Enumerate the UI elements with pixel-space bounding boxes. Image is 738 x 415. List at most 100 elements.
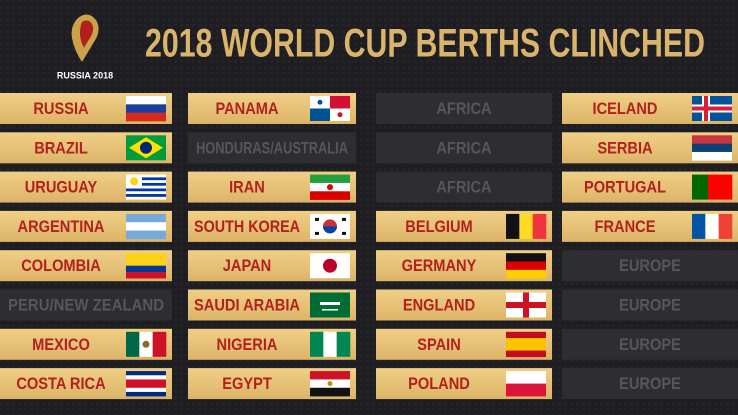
flag-part <box>506 350 546 358</box>
team-label: GERMANY <box>402 256 477 275</box>
flag-part <box>336 331 351 357</box>
berth-cell: IRAN <box>188 171 356 203</box>
flag <box>692 135 732 161</box>
team-label: ARGENTINA <box>18 217 105 236</box>
berth-cell: EUROPE <box>562 289 738 321</box>
team-label: SOUTH KOREA <box>194 217 300 236</box>
flag <box>126 135 166 161</box>
flag-part <box>315 231 319 235</box>
flag-part <box>126 112 166 122</box>
berth-cell: POLAND <box>376 368 552 400</box>
team-label: EUROPE <box>619 335 681 354</box>
flag-part <box>692 143 732 153</box>
cell-pending <box>188 132 356 164</box>
flag <box>310 213 350 239</box>
team-label: MEXICO <box>32 335 90 354</box>
flag-part <box>323 331 337 357</box>
flag <box>126 213 166 240</box>
team-label: FRANCE <box>595 217 656 236</box>
flag-part <box>126 213 166 223</box>
team-label: PANAMA <box>215 99 278 118</box>
team-label: EUROPE <box>619 256 681 275</box>
berth-cell: URUGUAY <box>0 171 172 203</box>
cell-pending <box>562 289 738 321</box>
team-label: BELGIUM <box>405 217 472 236</box>
team-label: AFRICA <box>436 178 491 197</box>
flag-part <box>330 96 350 109</box>
berth-cell: SERBIA <box>562 132 738 164</box>
berth-cell: EUROPE <box>562 368 738 400</box>
berth-cell: BELGIUM <box>376 210 552 242</box>
flag-part <box>519 213 533 239</box>
berth-cell: RUSSIA <box>0 93 172 124</box>
flag-part <box>506 338 546 351</box>
flag <box>692 213 733 239</box>
flag-part <box>126 194 166 197</box>
cell-pending <box>376 132 552 164</box>
flag-part <box>126 230 166 240</box>
berth-cell: EGYPT <box>188 368 356 400</box>
berth-cell: AFRICA <box>376 171 552 203</box>
flag-part <box>532 213 547 239</box>
flag <box>126 96 166 122</box>
flag-part <box>126 96 166 105</box>
flag-part <box>337 112 343 118</box>
team-label: NIGERIA <box>217 335 278 354</box>
flag <box>692 96 732 121</box>
flag-part <box>315 217 319 221</box>
team-label: AFRICA <box>436 99 491 118</box>
berth-cell: BRAZIL <box>0 132 172 164</box>
team-label: HONDURAS/AUSTRALIA <box>196 138 348 157</box>
team-label: EGYPT <box>222 374 272 393</box>
berths-grid: RUSSIA BRAZIL URUGUAY ARGENTINA COLOMBIA PERU… <box>0 93 738 400</box>
berth-cell: EUROPE <box>562 328 738 360</box>
berth-cell: SOUTH KOREA <box>188 210 356 242</box>
team-label: JAPAN <box>223 256 271 275</box>
flag <box>310 253 350 279</box>
berth-cell: ENGLAND <box>376 289 552 321</box>
cell-pending <box>562 368 738 400</box>
flag-part <box>126 253 166 266</box>
berth-cell: AFRICA <box>376 93 552 124</box>
cell-pending <box>376 171 552 203</box>
flag-part <box>126 265 166 273</box>
flag-part <box>692 174 709 200</box>
flag-part <box>322 309 338 311</box>
berth-cell: HONDURAS/AUSTRALIA <box>188 132 356 164</box>
flag-part <box>310 191 350 200</box>
flag <box>310 371 350 397</box>
flag-part <box>130 177 138 186</box>
flag-part <box>126 331 140 357</box>
team-label: POLAND <box>408 374 470 393</box>
team-label: SPAIN <box>417 335 461 354</box>
flag-part <box>126 182 166 186</box>
berth-cell: NIGERIA <box>188 328 356 360</box>
berth-cell: PANAMA <box>188 93 356 124</box>
flag-part <box>142 340 150 348</box>
flag-part <box>126 177 166 181</box>
flag-part <box>126 271 166 279</box>
flag-part <box>327 184 333 191</box>
flag-part <box>342 217 346 221</box>
team-label: COSTA RICA <box>16 374 105 393</box>
flag <box>126 174 166 200</box>
flag-part <box>140 141 152 154</box>
flag-part <box>506 213 520 239</box>
flag-part <box>310 174 350 184</box>
berth-cell: SAUDI ARABIA <box>188 289 356 321</box>
team-label: ENGLAND <box>403 295 475 314</box>
flag <box>126 253 166 279</box>
cell-pending <box>562 250 738 282</box>
berth-cell: PERU/NEW ZEALAND <box>0 289 172 321</box>
flag-part <box>126 222 166 231</box>
logo: RUSSIA 2018 <box>57 14 113 80</box>
flag-part <box>126 104 166 113</box>
team-label: IRAN <box>229 178 265 197</box>
flag-part <box>708 174 733 200</box>
flag <box>692 174 733 200</box>
berth-cell: SPAIN <box>376 328 552 360</box>
logo-text: RUSSIA 2018 <box>57 70 113 80</box>
flag-part <box>342 231 346 235</box>
berth-cell: PORTUGAL <box>562 171 738 203</box>
